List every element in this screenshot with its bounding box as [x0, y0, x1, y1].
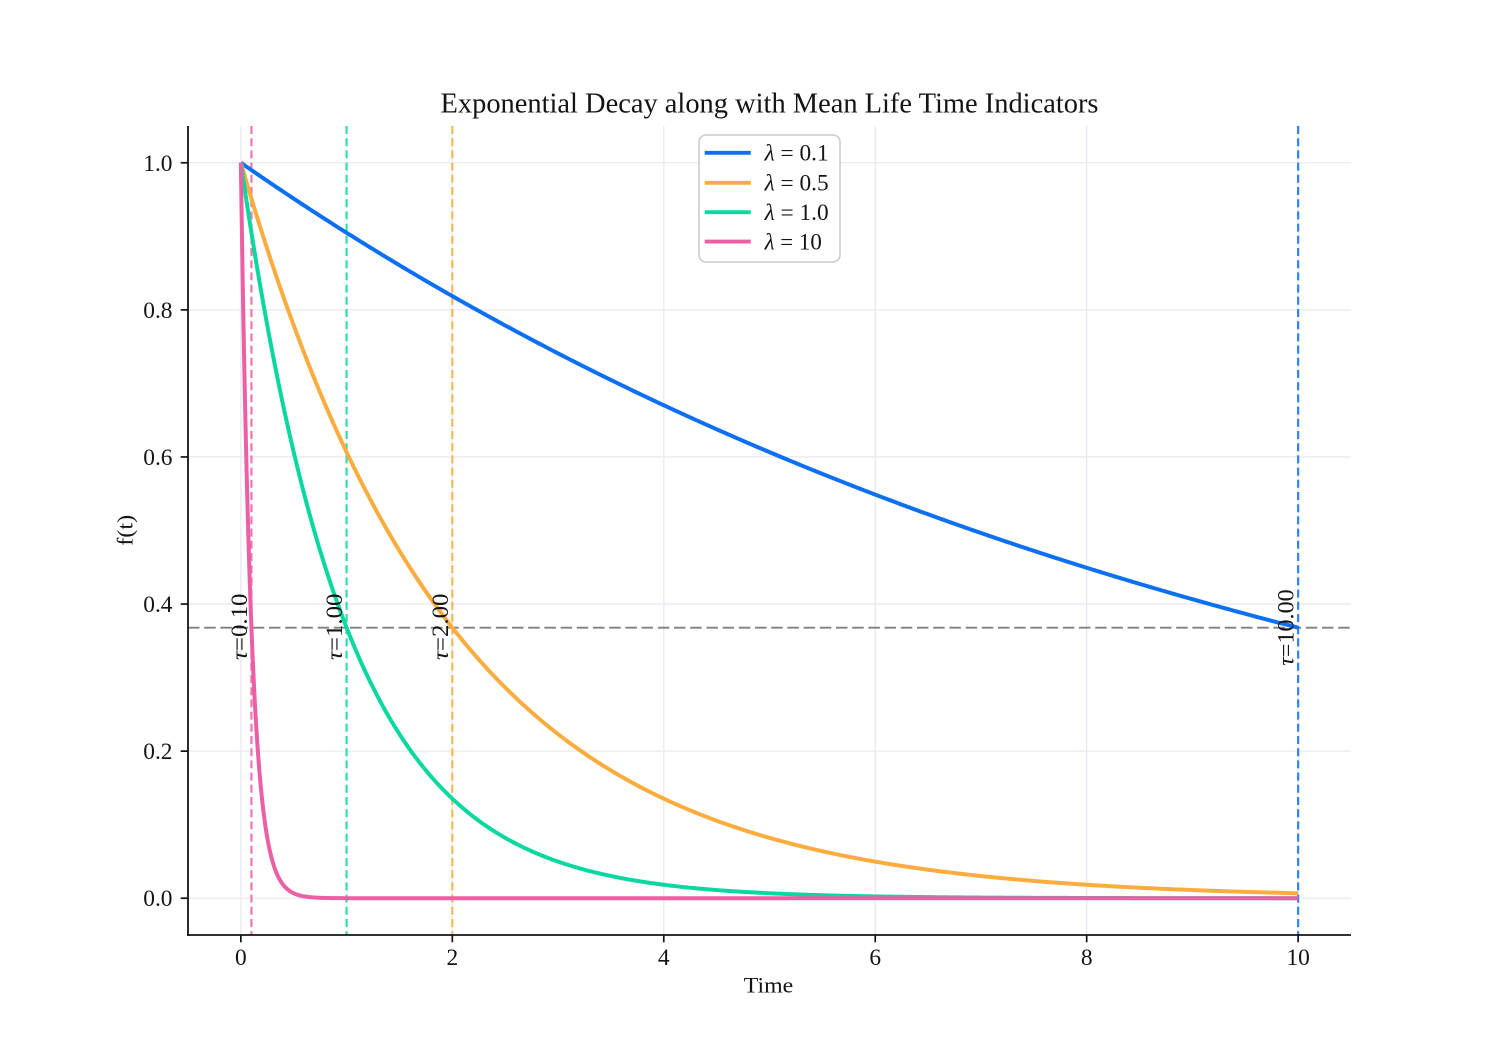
svg-text:f(t): f(t)	[113, 515, 138, 546]
svg-text:0: 0	[235, 945, 247, 971]
svg-text:8: 8	[1081, 945, 1093, 971]
svg-text:λ = 10: λ = 10	[764, 229, 822, 255]
svg-text:1.0: 1.0	[143, 151, 172, 177]
svg-text:λ = 0.1: λ = 0.1	[764, 141, 829, 167]
svg-text:0.0: 0.0	[143, 886, 172, 912]
svg-text:0.2: 0.2	[143, 739, 172, 765]
svg-text:2: 2	[446, 945, 458, 971]
svg-text:Time: Time	[744, 973, 794, 998]
svg-text:0.6: 0.6	[143, 445, 172, 471]
svg-text:λ = 1.0: λ = 1.0	[764, 200, 829, 226]
svg-text:6: 6	[869, 945, 881, 971]
svg-text:λ = 0.5: λ = 0.5	[764, 171, 829, 197]
svg-text:τ=1.00: τ=1.00	[322, 594, 348, 661]
svg-text:Exponential Decay along with M: Exponential Decay along with Mean Life T…	[441, 88, 1099, 120]
svg-text:0.4: 0.4	[143, 592, 173, 618]
svg-text:τ=2.00: τ=2.00	[428, 594, 454, 661]
svg-text:10: 10	[1286, 945, 1309, 971]
svg-text:τ=10.00: τ=10.00	[1274, 589, 1300, 666]
svg-text:τ=0.10: τ=0.10	[227, 594, 253, 661]
svg-text:0.8: 0.8	[143, 298, 172, 324]
svg-text:4: 4	[658, 945, 670, 971]
